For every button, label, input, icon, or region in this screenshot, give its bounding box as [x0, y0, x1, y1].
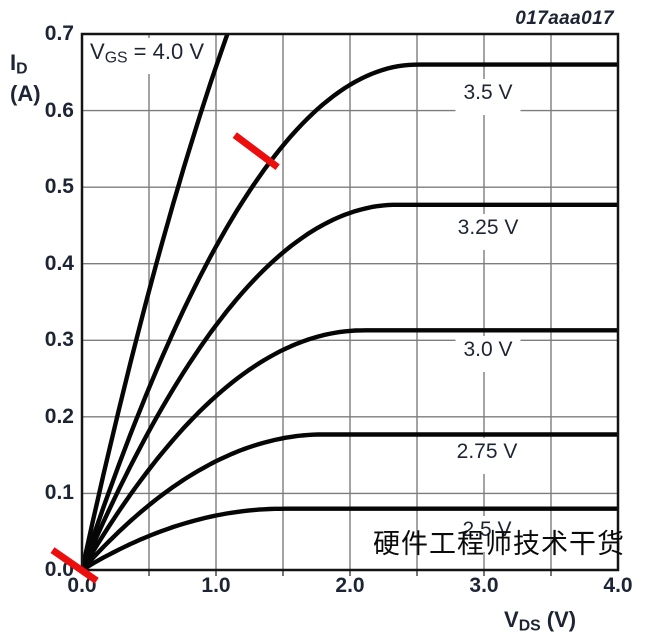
plot-border	[80, 32, 620, 572]
curve-vgs-3.25	[81, 202, 619, 571]
curve-group	[81, 34, 619, 571]
curve-vgs-4	[81, 34, 230, 571]
watermark-text: 硬件工程师技术干货	[373, 529, 625, 559]
curve-vgs-3.5	[81, 62, 619, 571]
curve-vgs-2.75	[81, 432, 619, 571]
curve-vgs-2.5	[81, 506, 619, 571]
curve-vgs-3	[81, 328, 619, 571]
